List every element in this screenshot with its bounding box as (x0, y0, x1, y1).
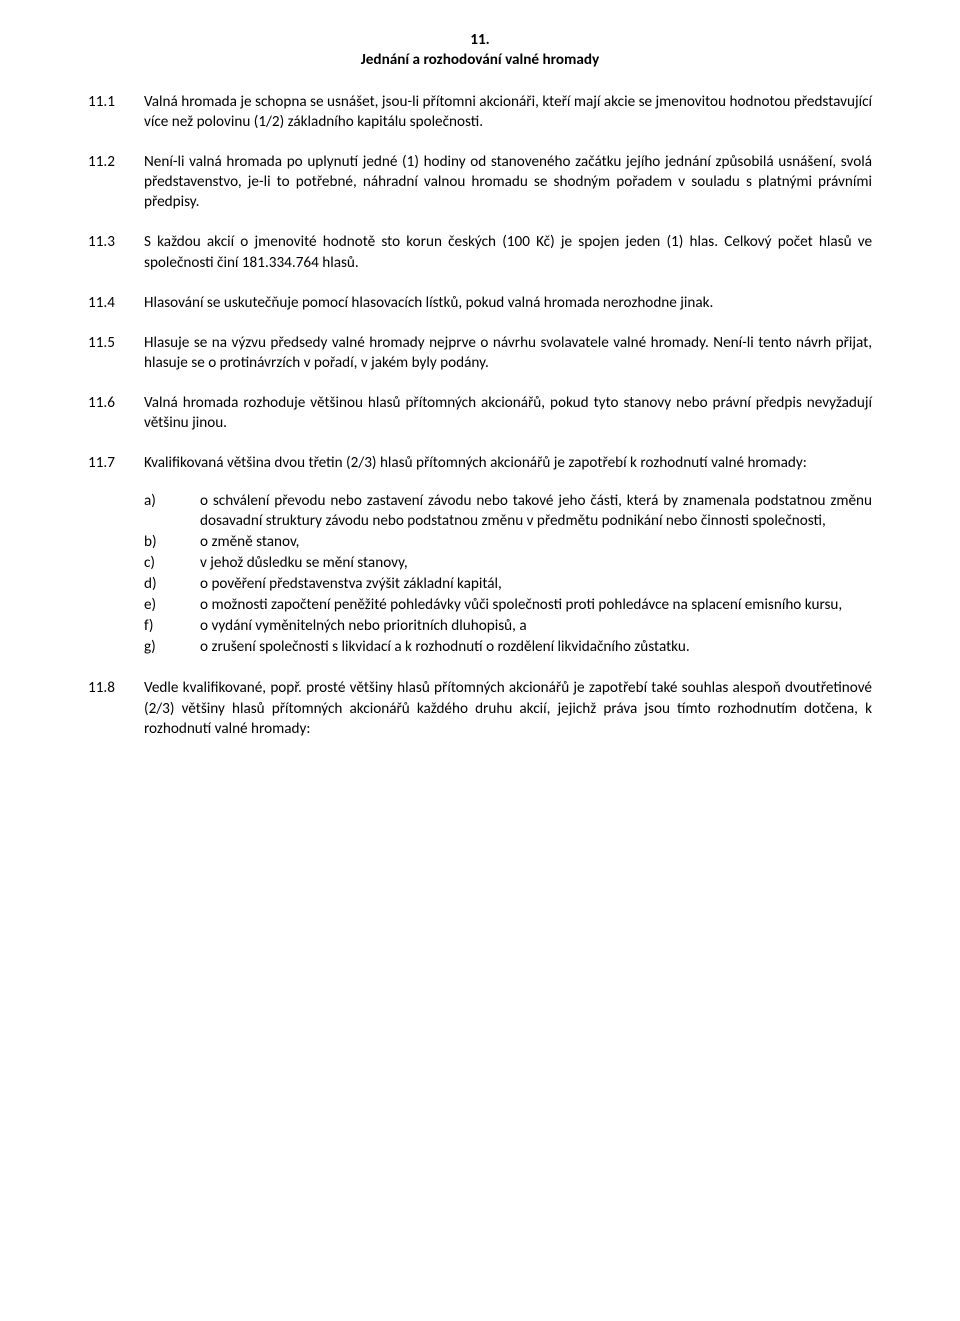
subitem-text: o možnosti započtení peněžité pohledávky… (200, 595, 872, 615)
clause-number: 11.6 (88, 393, 144, 433)
clause-sublist: a) o schválení převodu nebo zastavení zá… (144, 491, 872, 658)
clause-number: 11.1 (88, 92, 144, 132)
clause-number: 11.3 (88, 232, 144, 272)
subitem-text: v jehož důsledku se mění stanovy, (200, 553, 872, 573)
document-page: 11. Jednání a rozhodování valné hromady … (0, 0, 960, 1321)
clause-number: 11.8 (88, 678, 144, 738)
subitem-a: a) o schválení převodu nebo zastavení zá… (144, 491, 872, 531)
clause-text: Hlasování se uskutečňuje pomocí hlasovac… (144, 293, 872, 313)
clause-body: Kvalifikovaná většina dvou třetin (2/3) … (144, 453, 872, 659)
clause-11-6: 11.6 Valná hromada rozhoduje většinou hl… (88, 393, 872, 433)
clause-text: Valná hromada je schopna se usnášet, jso… (144, 92, 872, 132)
clause-number: 11.5 (88, 333, 144, 373)
clause-number: 11.2 (88, 152, 144, 212)
section-title: Jednání a rozhodování valné hromady (88, 50, 872, 70)
subitem-letter: g) (144, 637, 200, 657)
subitem-e: e) o možnosti započtení peněžité pohledá… (144, 595, 872, 615)
subitem-letter: d) (144, 574, 200, 594)
subitem-letter: a) (144, 491, 200, 531)
clause-11-1: 11.1 Valná hromada je schopna se usnášet… (88, 92, 872, 132)
clause-11-5: 11.5 Hlasuje se na výzvu předsedy valné … (88, 333, 872, 373)
subitem-letter: c) (144, 553, 200, 573)
clause-11-2: 11.2 Není-li valná hromada po uplynutí j… (88, 152, 872, 212)
subitem-text: o schválení převodu nebo zastavení závod… (200, 491, 872, 531)
subitem-text: o vydání vyměnitelných nebo prioritních … (200, 616, 872, 636)
clause-number: 11.7 (88, 453, 144, 659)
clause-text: S každou akcií o jmenovité hodnotě sto k… (144, 232, 872, 272)
clause-11-4: 11.4 Hlasování se uskutečňuje pomocí hla… (88, 293, 872, 313)
clause-text: Není-li valná hromada po uplynutí jedné … (144, 152, 872, 212)
subitem-text: o zrušení společnosti s likvidací a k ro… (200, 637, 872, 657)
subitem-text: o pověření představenstva zvýšit základn… (200, 574, 872, 594)
clause-text: Vedle kvalifikované, popř. prosté většin… (144, 678, 872, 738)
subitem-letter: e) (144, 595, 200, 615)
clause-11-8: 11.8 Vedle kvalifikované, popř. prosté v… (88, 678, 872, 738)
subitem-b: b) o změně stanov, (144, 532, 872, 552)
clause-11-7: 11.7 Kvalifikovaná většina dvou třetin (… (88, 453, 872, 659)
clause-text: Valná hromada rozhoduje většinou hlasů p… (144, 393, 872, 433)
subitem-f: f) o vydání vyměnitelných nebo prioritní… (144, 616, 872, 636)
subitem-letter: f) (144, 616, 200, 636)
clause-11-3: 11.3 S každou akcií o jmenovité hodnotě … (88, 232, 872, 272)
subitem-c: c) v jehož důsledku se mění stanovy, (144, 553, 872, 573)
subitem-d: d) o pověření představenstva zvýšit zákl… (144, 574, 872, 594)
section-number: 11. (88, 30, 872, 50)
subitem-letter: b) (144, 532, 200, 552)
clause-number: 11.4 (88, 293, 144, 313)
subitem-g: g) o zrušení společnosti s likvidací a k… (144, 637, 872, 657)
subitem-text: o změně stanov, (200, 532, 872, 552)
clause-text: Kvalifikovaná většina dvou třetin (2/3) … (144, 453, 872, 473)
clause-text: Hlasuje se na výzvu předsedy valné hroma… (144, 333, 872, 373)
